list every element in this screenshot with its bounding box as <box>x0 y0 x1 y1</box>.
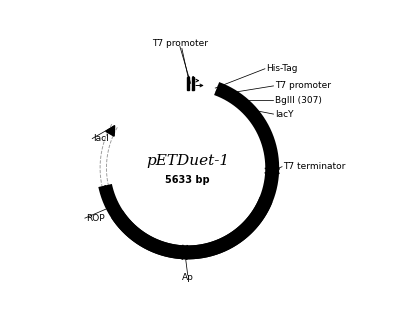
Text: T7 promoter: T7 promoter <box>275 81 331 90</box>
Polygon shape <box>181 248 190 258</box>
Text: lacI: lacI <box>94 134 109 143</box>
Text: pETDuet-1: pETDuet-1 <box>146 154 229 168</box>
Text: 5633 bp: 5633 bp <box>166 175 210 185</box>
Text: Ap: Ap <box>182 273 194 282</box>
Text: lacY: lacY <box>275 110 293 119</box>
Bar <box>187 77 189 90</box>
Polygon shape <box>102 185 112 196</box>
Text: T7 promoter: T7 promoter <box>152 39 208 48</box>
Bar <box>192 77 194 90</box>
Text: ROP: ROP <box>86 214 105 223</box>
Polygon shape <box>106 126 115 136</box>
Text: His-Tag: His-Tag <box>266 64 297 73</box>
Polygon shape <box>117 214 126 225</box>
Text: BglII (307): BglII (307) <box>275 96 322 105</box>
Text: T7 terminator: T7 terminator <box>283 162 346 171</box>
